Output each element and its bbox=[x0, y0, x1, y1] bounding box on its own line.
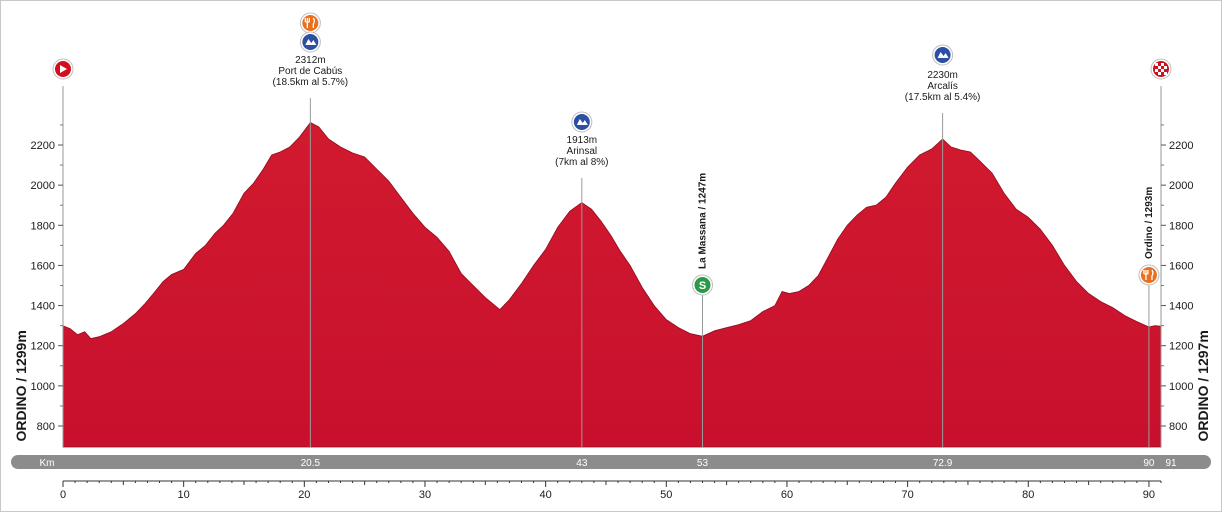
km-bar-mark: 72.9 bbox=[933, 458, 953, 469]
checker-cell bbox=[1158, 72, 1161, 75]
y-tick-label-left: 2000 bbox=[31, 180, 55, 192]
summit-label: 2312m bbox=[295, 55, 326, 66]
x-tick-label: 50 bbox=[660, 489, 672, 501]
sprint-glyph: S bbox=[699, 280, 706, 292]
y-tick-label-left: 1600 bbox=[31, 260, 55, 272]
x-tick-label: 60 bbox=[781, 489, 793, 501]
y-tick-label-left: 2200 bbox=[31, 140, 55, 152]
start-flag-icon bbox=[52, 58, 74, 80]
km-bar-label: Km bbox=[40, 458, 55, 469]
waypoint-label: La Massana / 1247m bbox=[697, 173, 708, 269]
y-tick-label-right: 1800 bbox=[1169, 220, 1193, 232]
feed-icon bbox=[1138, 264, 1160, 286]
km-bar-mark: 53 bbox=[697, 458, 709, 469]
finish-flag-icon bbox=[1150, 58, 1172, 80]
fork-glyph bbox=[304, 17, 315, 28]
summit-label: Arinsal bbox=[567, 146, 598, 157]
x-tick-label: 10 bbox=[178, 489, 190, 501]
mountain-glyph bbox=[937, 52, 949, 58]
checker-cell bbox=[1164, 72, 1167, 75]
summit-label: (17.5km al 5.4%) bbox=[905, 92, 981, 103]
y-tick-label-right: 1000 bbox=[1169, 381, 1193, 393]
km-bar bbox=[11, 455, 1211, 469]
waypoint-label: Ordino / 1293m bbox=[1144, 187, 1155, 259]
y-tick-label-left: 1400 bbox=[31, 301, 55, 313]
summit-label: (18.5km al 5.7%) bbox=[273, 77, 349, 88]
summit-label: 2230m bbox=[927, 70, 958, 81]
km-bar-mark: 43 bbox=[576, 458, 588, 469]
x-tick-label: 20 bbox=[298, 489, 310, 501]
mountain-glyph bbox=[305, 39, 317, 45]
feed-icon bbox=[299, 12, 321, 34]
y-tick-label-left: 1000 bbox=[31, 381, 55, 393]
y-axis-title-left: ORDINO / 1299m bbox=[13, 330, 29, 441]
summit-label: 1913m bbox=[567, 135, 598, 146]
x-tick-label: 80 bbox=[1022, 489, 1034, 501]
mountain-glyph bbox=[576, 119, 588, 125]
play-glyph bbox=[60, 65, 67, 73]
y-tick-label-left: 800 bbox=[37, 421, 55, 433]
icon-disc bbox=[302, 15, 319, 31]
x-tick-label: 0 bbox=[60, 489, 66, 501]
checker-cell bbox=[1161, 69, 1164, 72]
icon-disc bbox=[694, 277, 711, 293]
checker-cell bbox=[1155, 63, 1158, 66]
x-tick-label: 30 bbox=[419, 489, 431, 501]
icon-disc bbox=[1140, 267, 1157, 283]
x-tick-label: 40 bbox=[540, 489, 552, 501]
checker-cell bbox=[1155, 69, 1158, 72]
checker-cell bbox=[1164, 66, 1167, 69]
y-axis-title-right: ORDINO / 1297m bbox=[1195, 330, 1211, 441]
x-tick-label: 70 bbox=[901, 489, 913, 501]
checker-cell bbox=[1158, 66, 1161, 69]
km-bar-mark: 20.5 bbox=[301, 458, 321, 469]
km-bar-mark: 90 bbox=[1143, 458, 1155, 469]
y-tick-label-left: 1800 bbox=[31, 220, 55, 232]
climb-cat1-icon bbox=[299, 31, 321, 53]
y-tick-label-right: 2200 bbox=[1169, 140, 1193, 152]
elevation-area bbox=[62, 121, 1162, 448]
summit-label: Arcalís bbox=[927, 81, 958, 92]
y-tick-label-right: 800 bbox=[1169, 421, 1187, 433]
climb-hc-icon bbox=[932, 44, 954, 66]
y-tick-label-right: 1600 bbox=[1169, 260, 1193, 272]
climb-cat2-icon bbox=[571, 111, 593, 133]
km-bar-end-label: 91 bbox=[1165, 458, 1177, 469]
x-tick-label: 90 bbox=[1143, 489, 1155, 501]
y-tick-label-right: 1200 bbox=[1169, 341, 1193, 353]
y-tick-label-right: 2000 bbox=[1169, 180, 1193, 192]
fork-glyph bbox=[1143, 269, 1154, 280]
checker-cell bbox=[1161, 63, 1164, 66]
sprint-icon: S bbox=[691, 274, 713, 296]
summit-label: Port de Cabús bbox=[278, 66, 342, 77]
y-tick-label-right: 1400 bbox=[1169, 301, 1193, 313]
y-tick-label-left: 1200 bbox=[31, 341, 55, 353]
summit-label: (7km al 8%) bbox=[555, 157, 608, 168]
